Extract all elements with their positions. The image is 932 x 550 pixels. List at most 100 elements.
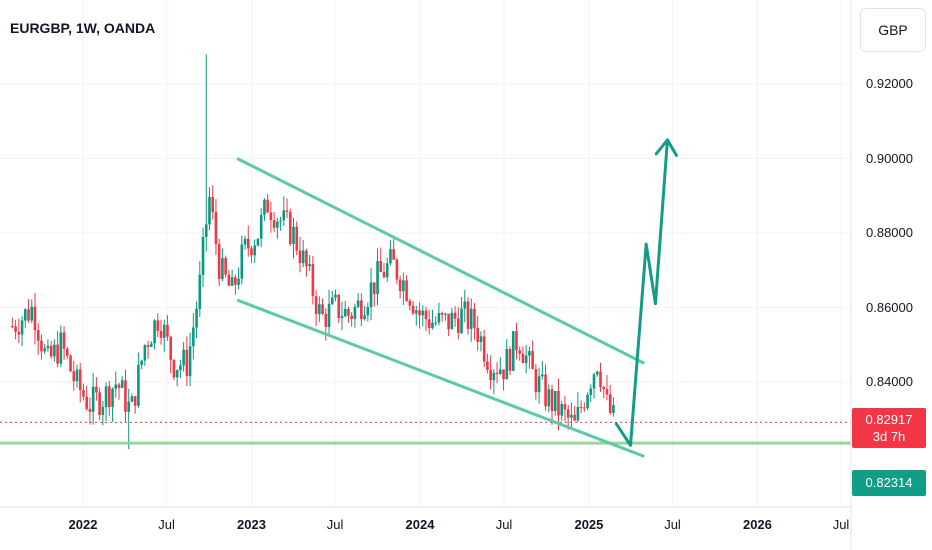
candle [489, 355, 492, 390]
candle [237, 267, 240, 290]
candle [263, 198, 266, 222]
candle [372, 282, 376, 307]
candle [482, 329, 486, 368]
candle [98, 387, 101, 421]
candle [104, 382, 108, 422]
candle [363, 305, 366, 321]
forecast-arrow-head [654, 138, 678, 157]
candle [182, 341, 185, 372]
candle [434, 316, 437, 327]
candle [250, 245, 253, 263]
candle [146, 340, 150, 359]
candle [576, 392, 580, 423]
candle [85, 385, 88, 411]
candle [334, 289, 337, 302]
candle [208, 187, 211, 231]
candle [253, 239, 257, 263]
candle [405, 275, 408, 303]
candle [469, 298, 473, 342]
price-tick-label: 0.86000 [866, 299, 913, 315]
candle [114, 371, 118, 398]
support-price-badge: 0.82314 [852, 470, 926, 496]
candle [450, 307, 454, 330]
candle [179, 359, 182, 378]
candle [431, 309, 434, 330]
support-price-value: 0.82314 [865, 475, 913, 490]
candle [288, 208, 292, 246]
candle [62, 326, 66, 361]
time-tick-label: Jul [664, 517, 681, 532]
candle [298, 236, 302, 273]
candle [379, 247, 383, 273]
candle [447, 313, 450, 336]
chart-title: EURGBP, 1W, OANDA [10, 20, 156, 36]
candle [120, 376, 124, 389]
candle [214, 199, 218, 255]
time-tick-label: 2025 [574, 517, 604, 532]
candle [612, 397, 615, 417]
candle [311, 255, 315, 305]
candle [256, 238, 260, 247]
candle [531, 340, 534, 370]
candle [20, 316, 24, 347]
candle [486, 353, 489, 374]
candle [398, 275, 402, 299]
time-tick-label: Jul [495, 517, 513, 532]
price-tick-label: 0.84000 [866, 374, 913, 389]
time-tick-label: 2024 [405, 517, 435, 532]
price-tick-label: 0.90000 [866, 150, 913, 166]
candle [91, 372, 95, 425]
candle [550, 384, 554, 425]
candle [108, 380, 111, 416]
candle [589, 384, 593, 403]
candle [440, 311, 444, 322]
candle [424, 306, 428, 331]
candle [521, 346, 525, 364]
candle [14, 319, 17, 340]
time-tick-label: Jul [158, 517, 175, 532]
candle [599, 362, 602, 392]
candle [272, 212, 276, 232]
candle [101, 401, 105, 426]
candle [518, 346, 522, 361]
candle [266, 193, 269, 213]
candle [169, 335, 173, 374]
candle [437, 302, 441, 326]
candle [27, 299, 30, 323]
candle [595, 370, 599, 377]
candle [592, 372, 596, 399]
candle [276, 217, 279, 239]
candle [279, 216, 282, 231]
time-tick-label: 2022 [68, 517, 98, 532]
candle [137, 352, 140, 408]
candle [376, 248, 379, 306]
candle-series [11, 54, 615, 450]
candle [140, 359, 143, 370]
candle [389, 240, 392, 266]
candle [508, 346, 512, 376]
candle [69, 354, 72, 372]
candle [11, 317, 14, 329]
candle [230, 269, 234, 287]
currency-button[interactable]: GBP [860, 8, 926, 52]
time-tick-label: Jul [832, 517, 850, 532]
candle [162, 319, 166, 352]
candle [188, 332, 192, 387]
candle [150, 341, 153, 348]
channel-lower-line [236, 298, 645, 458]
candle [495, 362, 499, 384]
candle [421, 305, 425, 327]
candle [133, 395, 137, 414]
candle [318, 296, 321, 322]
candle [59, 325, 63, 368]
current-price-value: 0.82917 [865, 412, 913, 428]
candle [385, 257, 389, 282]
chart-grid [0, 0, 851, 507]
candle [259, 208, 263, 247]
candle [366, 302, 370, 322]
candle [95, 377, 98, 401]
candle [240, 235, 244, 285]
candle [159, 319, 163, 345]
candle [217, 238, 221, 287]
